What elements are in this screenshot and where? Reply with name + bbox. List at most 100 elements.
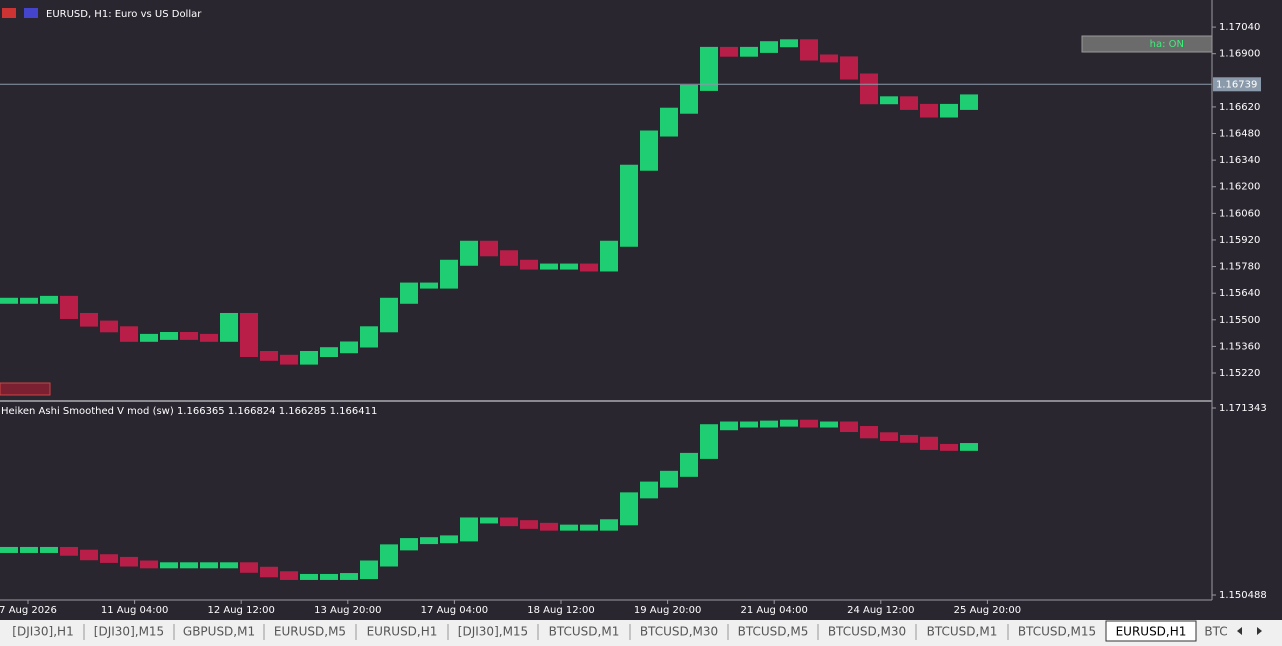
tab-bar xyxy=(0,620,1282,646)
candle xyxy=(760,420,778,428)
tab-active[interactable] xyxy=(1105,620,1197,642)
y-tick-label: 1.16340 xyxy=(1219,155,1260,166)
tab[interactable]: [DJI30],H1 xyxy=(12,625,73,639)
tab[interactable]: [DJI30],M15 xyxy=(458,625,528,639)
candle xyxy=(300,573,318,580)
candle xyxy=(800,39,818,61)
indicator-title: Heiken Ashi Smoothed V mod (sw) 1.166365… xyxy=(1,406,377,417)
candle xyxy=(680,84,698,114)
tab[interactable]: EURUSD,H1 xyxy=(367,625,438,639)
ha-button[interactable] xyxy=(1081,35,1213,53)
candle xyxy=(900,96,918,110)
tab[interactable]: BTCUSD,M30 xyxy=(828,625,906,639)
chart-title: EURUSD, H1: Euro vs US Dollar xyxy=(46,9,202,20)
x-tick-label: 7 Aug 2026 xyxy=(0,605,57,616)
indicator-toggle[interactable] xyxy=(0,382,51,396)
candle xyxy=(540,263,558,270)
x-tick-label: 24 Aug 12:00 xyxy=(847,605,914,616)
candle xyxy=(520,520,538,529)
candle xyxy=(680,452,698,477)
candle xyxy=(940,443,958,451)
candle xyxy=(660,107,678,137)
y-tick-label: 1.16200 xyxy=(1219,182,1260,193)
x-tick-label: 13 Aug 20:00 xyxy=(314,605,381,616)
tab[interactable]: [DJI30],M15 xyxy=(94,625,164,639)
candle xyxy=(460,517,478,542)
candle xyxy=(400,282,418,304)
candle xyxy=(480,517,498,524)
candle xyxy=(840,56,858,80)
candle xyxy=(860,73,878,105)
ha-button-label[interactable]: ha: ON xyxy=(1150,39,1184,50)
candle xyxy=(100,320,118,333)
candle xyxy=(400,538,418,551)
tab[interactable]: BTCUSD,M30 xyxy=(640,625,718,639)
x-tick-label: 18 Aug 12:00 xyxy=(527,605,594,616)
candle xyxy=(520,259,538,270)
candle xyxy=(780,39,798,48)
candle xyxy=(60,546,78,556)
candle xyxy=(440,535,458,544)
candle xyxy=(260,351,278,361)
y-tick-label: 1.150488 xyxy=(1219,590,1267,601)
candle xyxy=(840,421,858,433)
candle xyxy=(60,295,78,319)
candle xyxy=(600,519,618,531)
candle xyxy=(560,263,578,270)
candle xyxy=(140,560,158,569)
candle xyxy=(720,46,738,57)
candle xyxy=(580,524,598,531)
tab[interactable]: EURUSD,H1 xyxy=(1116,625,1187,639)
candle xyxy=(880,432,898,441)
candle xyxy=(860,426,878,439)
tab[interactable]: BTCUSD,M5 xyxy=(738,625,809,639)
candle xyxy=(280,354,298,365)
flag-icon xyxy=(2,8,16,18)
x-tick-label: 25 Aug 20:00 xyxy=(954,605,1021,616)
candle xyxy=(120,556,138,567)
panel-separator xyxy=(0,400,1212,402)
tab-scroll[interactable] xyxy=(1232,622,1270,640)
tab[interactable]: BTCUSD,M1 xyxy=(927,625,998,639)
candle xyxy=(240,562,258,573)
candle xyxy=(440,259,458,289)
y-tick-label: 1.171343 xyxy=(1219,403,1267,414)
candle xyxy=(20,297,38,304)
x-tick-label: 11 Aug 04:00 xyxy=(101,605,168,616)
candle xyxy=(780,419,798,427)
candle xyxy=(960,94,978,110)
candle xyxy=(960,443,978,451)
tab-scroll-left[interactable] xyxy=(1237,627,1242,635)
tab-scroll-right[interactable] xyxy=(1257,627,1262,635)
candle xyxy=(40,295,58,304)
x-tick-label: 19 Aug 20:00 xyxy=(634,605,701,616)
candle xyxy=(320,573,338,580)
tab[interactable]: GBPUSD,M1 xyxy=(183,625,255,639)
y-tick-label: 1.16060 xyxy=(1219,208,1260,219)
tab[interactable]: EURUSD,M5 xyxy=(274,625,346,639)
tab[interactable]: BTC xyxy=(1204,625,1227,639)
candle xyxy=(640,481,658,499)
candle xyxy=(720,421,738,431)
candle xyxy=(460,240,478,266)
candle xyxy=(920,103,938,118)
candle xyxy=(500,517,518,527)
candle xyxy=(900,434,918,443)
y-tick-label: 1.15920 xyxy=(1219,235,1260,246)
y-tick-label: 1.16620 xyxy=(1219,102,1260,113)
candle xyxy=(740,46,758,57)
candle xyxy=(20,546,38,553)
tab[interactable]: BTCUSD,M1 xyxy=(549,625,620,639)
candle xyxy=(660,470,678,488)
candle xyxy=(380,544,398,567)
y-tick-label: 1.15640 xyxy=(1219,288,1260,299)
y-tick-label: 1.17040 xyxy=(1219,22,1260,33)
candle xyxy=(100,554,118,563)
candle xyxy=(640,130,658,171)
candle xyxy=(380,297,398,333)
tab[interactable]: BTCUSD,M15 xyxy=(1018,625,1096,639)
candle xyxy=(180,562,198,569)
candle xyxy=(560,524,578,531)
candle xyxy=(220,312,238,342)
